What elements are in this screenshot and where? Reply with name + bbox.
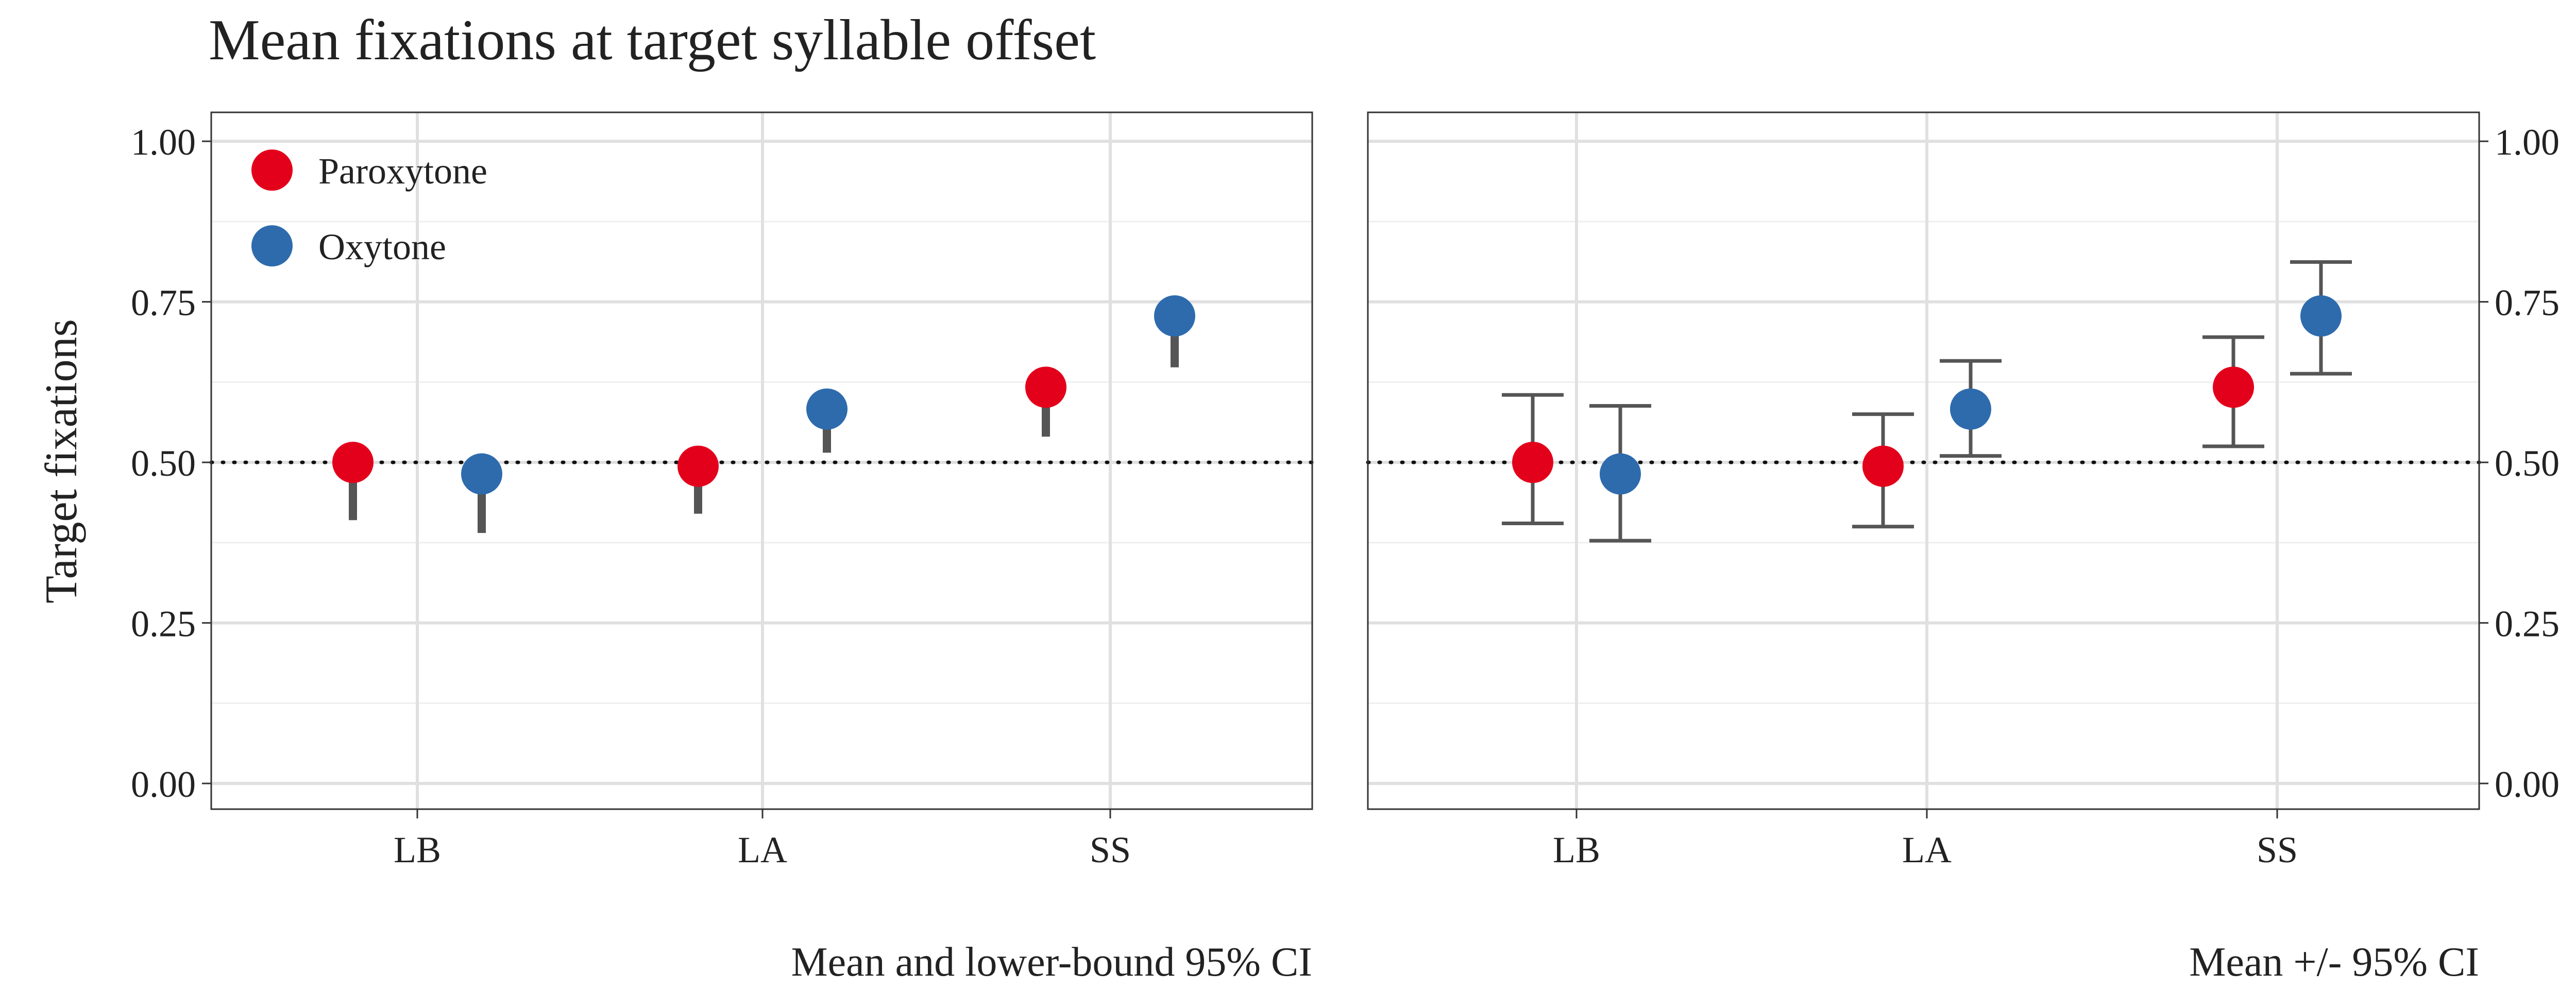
panel-right-border — [1367, 111, 2480, 810]
legend-oxytone-label: Oxytone — [318, 226, 446, 267]
panel-left-x-ticks: LB LA SS — [394, 809, 1131, 870]
panel-right-x-label: Mean +/- 95% CI — [2189, 940, 2479, 985]
data-point-oxytone — [806, 388, 848, 430]
panel-left-y-ticks: 0.00 0.25 0.50 0.75 1.00 — [131, 122, 211, 805]
y-tick-label: 1.00 — [131, 122, 196, 163]
panel-left-x-label: Mean and lower-bound 95% CI — [791, 940, 1312, 985]
panel-right-y-ticks: 0.00 0.25 0.50 0.75 1.00 — [2479, 122, 2560, 805]
x-tick-label: SS — [2257, 829, 2298, 870]
chart-title: Mean fixations at target syllable offset — [209, 8, 1096, 72]
x-tick-label: LA — [1902, 829, 1952, 870]
data-point-paroxytone — [332, 442, 374, 483]
y-tick-label: 1.00 — [2495, 122, 2560, 163]
panel-left-marks — [332, 295, 1195, 533]
y-tick-label: 0.00 — [2495, 764, 2560, 805]
data-point-paroxytone — [1512, 442, 1553, 483]
data-point-paroxytone — [1862, 445, 1904, 487]
legend-paroxytone-marker — [251, 149, 293, 191]
y-tick-label: 0.50 — [131, 443, 196, 484]
data-point-oxytone — [1600, 453, 1641, 495]
data-point-oxytone — [461, 453, 502, 495]
data-point-oxytone — [1154, 295, 1195, 337]
y-tick-label: 0.75 — [2495, 282, 2560, 324]
x-tick-label: SS — [1090, 829, 1131, 870]
panel-right-marks — [1502, 260, 2352, 543]
x-tick-label: LA — [738, 829, 787, 870]
data-point-oxytone — [1950, 388, 1991, 430]
y-tick-label: 0.25 — [131, 604, 196, 645]
data-point-paroxytone — [1025, 366, 1066, 408]
data-point-oxytone — [2300, 295, 2342, 337]
panel-left: 0.00 0.25 0.50 0.75 1.00 LB LA SS Mean and low… — [131, 111, 1314, 985]
y-tick-label: 0.50 — [2495, 443, 2560, 484]
y-tick-label: 0.25 — [2495, 604, 2560, 645]
x-tick-label: LB — [394, 829, 441, 870]
y-axis-label: Target fixations — [37, 319, 87, 604]
legend-oxytone-marker — [251, 225, 293, 266]
data-point-paroxytone — [2213, 366, 2254, 408]
panel-right: 0.00 0.25 0.50 0.75 1.00 LB LA SS Mean +/- 95%… — [1366, 111, 2560, 985]
legend-paroxytone-label: Paroxytone — [318, 150, 487, 192]
data-point-paroxytone — [677, 445, 719, 487]
panel-right-x-ticks: LB LA SS — [1553, 809, 2298, 870]
panel-left-grid — [211, 112, 1312, 809]
legend: Paroxytone Oxytone — [251, 149, 487, 267]
y-tick-label: 0.00 — [131, 764, 196, 805]
y-tick-label: 0.75 — [131, 282, 196, 324]
x-tick-label: LB — [1553, 829, 1600, 870]
